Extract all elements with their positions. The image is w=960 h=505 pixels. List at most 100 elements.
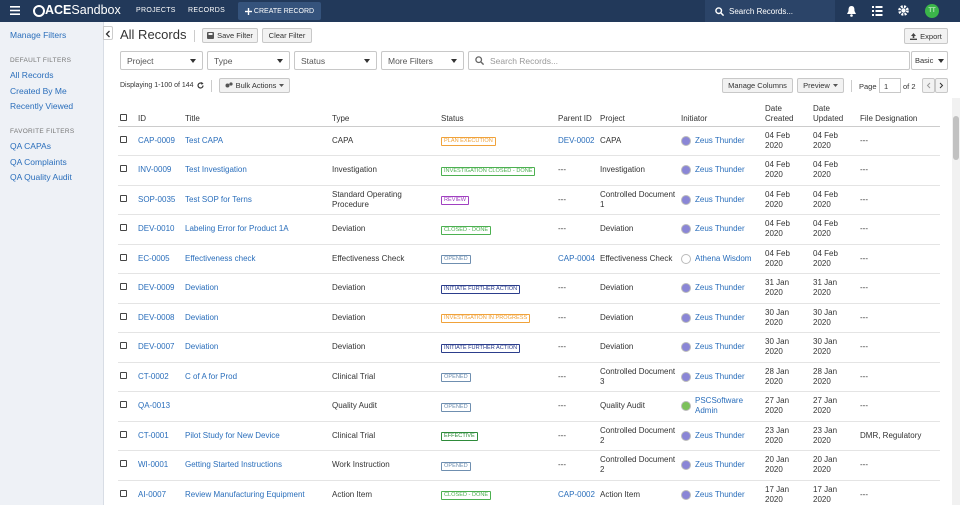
page-input[interactable]: 1	[879, 78, 901, 93]
record-id-link[interactable]: SOP-0035	[138, 194, 176, 204]
record-title-link[interactable]: Effectiveness check	[185, 253, 256, 263]
filter-link[interactable]: QA CAPAs	[10, 141, 51, 151]
checkbox[interactable]	[120, 165, 127, 173]
column-header[interactable]: File Designation	[858, 98, 940, 127]
record-id-link[interactable]: CT-0001	[138, 430, 169, 440]
parent-id-link[interactable]: CAP-0002	[558, 489, 595, 499]
initiator-name[interactable]: Zeus Thunder	[695, 460, 745, 470]
initiator-name[interactable]: Zeus Thunder	[695, 489, 745, 499]
filter-link[interactable]: All Records	[10, 70, 54, 80]
initiator-name[interactable]: Zeus Thunder	[695, 312, 745, 322]
record-id-link[interactable]: DEV-0009	[138, 283, 175, 293]
settings-icon[interactable]	[898, 5, 909, 16]
global-search[interactable]: Search Records...	[705, 0, 835, 22]
record-id-link[interactable]: CT-0002	[138, 371, 169, 381]
menu-icon[interactable]	[10, 6, 20, 15]
initiator[interactable]: Zeus Thunder	[681, 165, 761, 176]
collapse-tab[interactable]	[103, 26, 113, 40]
filter-select[interactable]: Type	[207, 51, 290, 70]
clear-filter-button[interactable]: Clear Filter	[262, 28, 312, 43]
checkbox[interactable]	[120, 312, 127, 320]
initiator[interactable]: Zeus Thunder	[681, 283, 761, 294]
record-id-link[interactable]: INV-0009	[138, 165, 172, 175]
checkbox[interactable]	[120, 489, 127, 497]
initiator[interactable]: PSCSoftware Admin	[681, 396, 761, 416]
create-record-button[interactable]: CREATE RECORD	[238, 2, 321, 20]
initiator[interactable]: Zeus Thunder	[681, 194, 761, 205]
initiator-name[interactable]: PSCSoftware Admin	[695, 396, 744, 416]
initiator-name[interactable]: Zeus Thunder	[695, 283, 745, 293]
filter-link[interactable]: QA Quality Audit	[10, 172, 72, 182]
initiator[interactable]: Zeus Thunder	[681, 224, 761, 235]
column-header[interactable]: ID	[136, 98, 183, 127]
filter-link[interactable]: Recently Viewed	[10, 101, 74, 111]
initiator[interactable]: Zeus Thunder	[681, 430, 761, 441]
checkbox[interactable]	[120, 430, 127, 438]
record-id-link[interactable]: WI-0001	[138, 460, 169, 470]
record-title-link[interactable]: Test CAPA	[185, 135, 224, 145]
refresh-icon[interactable]	[197, 82, 204, 89]
record-title-link[interactable]: Deviation	[185, 342, 219, 352]
preview-button[interactable]: Preview	[797, 78, 844, 93]
column-header[interactable]: Project	[598, 98, 679, 127]
checkbox[interactable]	[120, 401, 127, 409]
checkbox[interactable]	[120, 224, 127, 232]
record-title-link[interactable]: Test Investigation	[185, 165, 247, 175]
parent-id-link[interactable]: CAP-0004	[558, 253, 595, 263]
checkbox[interactable]	[120, 194, 127, 202]
filter-select[interactable]: More Filters	[381, 51, 464, 70]
record-title-link[interactable]: Review Manufacturing Equipment	[185, 489, 305, 499]
column-header[interactable]: Date Created	[763, 98, 811, 127]
filter-select[interactable]: Status	[294, 51, 377, 70]
record-id-link[interactable]: QA-0013	[138, 401, 171, 411]
initiator-name[interactable]: Zeus Thunder	[695, 371, 745, 381]
column-header[interactable]: Date Updated	[811, 98, 858, 127]
record-title-link[interactable]: Deviation	[185, 312, 219, 322]
checkbox[interactable]	[120, 113, 127, 121]
checkbox[interactable]	[120, 371, 127, 379]
record-id-link[interactable]: EC-0005	[138, 253, 170, 263]
nav-link[interactable]: PROJECTS	[136, 7, 176, 14]
initiator-name[interactable]: Athena Wisdom	[695, 253, 752, 263]
export-button[interactable]: Export	[904, 28, 948, 44]
initiator-name[interactable]: Zeus Thunder	[695, 135, 745, 145]
save-filter-button[interactable]: Save Filter	[202, 28, 258, 43]
user-avatar[interactable]: TT	[925, 4, 939, 18]
scrollbar[interactable]	[952, 98, 960, 505]
initiator[interactable]: Zeus Thunder	[681, 135, 761, 146]
checkbox[interactable]	[120, 253, 127, 261]
parent-id-link[interactable]: DEV-0002	[558, 135, 595, 145]
column-header[interactable]: Title	[183, 98, 330, 127]
bulk-actions-button[interactable]: Bulk Actions	[219, 78, 290, 93]
next-page-button[interactable]	[935, 78, 948, 93]
checkbox[interactable]	[120, 283, 127, 291]
bell-icon[interactable]	[846, 5, 857, 17]
record-title-link[interactable]: Deviation	[185, 283, 219, 293]
checkbox[interactable]	[120, 342, 127, 350]
logo[interactable]: ACESandbox	[45, 3, 121, 17]
prev-page-button[interactable]	[922, 78, 935, 93]
checkbox[interactable]	[120, 135, 127, 143]
search-mode-select[interactable]: Basic	[911, 51, 948, 70]
manage-columns-button[interactable]: Manage Columns	[722, 78, 793, 93]
checkbox[interactable]	[120, 460, 127, 468]
record-title-link[interactable]: Labeling Error for Product 1A	[185, 224, 289, 234]
filter-link[interactable]: QA Complaints	[10, 156, 67, 167]
initiator-name[interactable]: Zeus Thunder	[695, 165, 745, 175]
record-id-link[interactable]: DEV-0007	[138, 342, 175, 352]
nav-link[interactable]: RECORDS	[188, 7, 226, 14]
filter-select[interactable]: Project	[120, 51, 203, 70]
filter-link[interactable]: Created By Me	[10, 85, 67, 96]
initiator-name[interactable]: Zeus Thunder	[695, 430, 745, 440]
record-title-link[interactable]: Pilot Study for New Device	[185, 430, 280, 440]
initiator[interactable]: Athena Wisdom	[681, 253, 761, 264]
initiator[interactable]: Zeus Thunder	[681, 460, 761, 471]
manage-filters-link[interactable]: Manage Filters	[10, 30, 67, 40]
initiator[interactable]: Zeus Thunder	[681, 371, 761, 382]
initiator[interactable]: Zeus Thunder	[681, 489, 761, 500]
column-header[interactable]: Type	[330, 98, 439, 127]
initiator-name[interactable]: Zeus Thunder	[695, 194, 745, 204]
initiator-name[interactable]: Zeus Thunder	[695, 224, 745, 234]
record-id-link[interactable]: AI-0007	[138, 489, 167, 499]
scrollbar-thumb[interactable]	[953, 116, 959, 160]
